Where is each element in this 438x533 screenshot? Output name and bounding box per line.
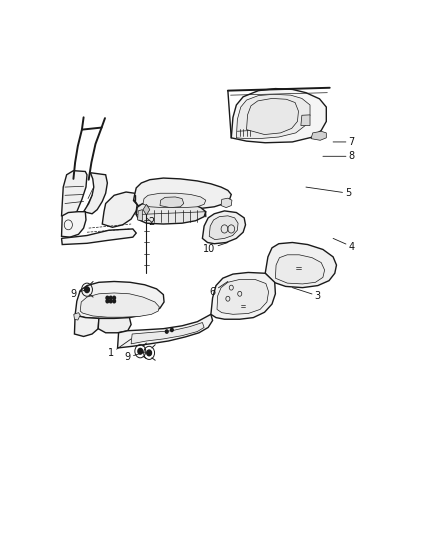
- Polygon shape: [75, 281, 164, 318]
- Polygon shape: [98, 318, 131, 333]
- Polygon shape: [202, 211, 246, 244]
- Polygon shape: [143, 193, 206, 207]
- Text: 3: 3: [293, 288, 321, 301]
- Polygon shape: [221, 198, 232, 207]
- Polygon shape: [80, 293, 159, 317]
- Polygon shape: [134, 178, 231, 209]
- Polygon shape: [217, 279, 268, 314]
- Polygon shape: [136, 200, 206, 224]
- Polygon shape: [237, 94, 310, 139]
- Polygon shape: [74, 315, 99, 336]
- Text: 9: 9: [125, 352, 145, 362]
- Polygon shape: [311, 131, 326, 140]
- Circle shape: [85, 287, 89, 293]
- Polygon shape: [211, 272, 276, 319]
- Polygon shape: [143, 204, 150, 215]
- Circle shape: [170, 328, 173, 332]
- Text: 6: 6: [209, 281, 228, 297]
- Circle shape: [138, 349, 143, 354]
- Circle shape: [166, 330, 168, 333]
- Text: 1: 1: [108, 339, 131, 358]
- Polygon shape: [160, 197, 184, 207]
- Polygon shape: [138, 209, 142, 221]
- Text: 9: 9: [71, 289, 88, 299]
- Polygon shape: [231, 88, 326, 143]
- Polygon shape: [61, 229, 136, 245]
- Polygon shape: [209, 216, 238, 240]
- Text: 7: 7: [333, 137, 355, 147]
- Polygon shape: [265, 243, 336, 288]
- Circle shape: [110, 300, 112, 303]
- Polygon shape: [117, 314, 212, 348]
- Circle shape: [113, 300, 116, 303]
- Polygon shape: [131, 322, 204, 344]
- Polygon shape: [102, 192, 138, 227]
- Circle shape: [106, 296, 109, 300]
- Circle shape: [147, 350, 152, 356]
- Circle shape: [106, 300, 109, 303]
- Text: 2: 2: [146, 217, 155, 227]
- Text: 10: 10: [203, 243, 228, 254]
- Circle shape: [110, 296, 112, 300]
- Polygon shape: [74, 313, 80, 320]
- Polygon shape: [61, 171, 87, 216]
- Polygon shape: [301, 115, 310, 126]
- Text: 5: 5: [306, 187, 352, 198]
- Text: 4: 4: [333, 238, 355, 252]
- Polygon shape: [84, 173, 107, 214]
- Text: 8: 8: [323, 151, 355, 161]
- Polygon shape: [276, 255, 325, 284]
- Circle shape: [113, 296, 116, 300]
- Polygon shape: [61, 212, 86, 237]
- Polygon shape: [247, 99, 298, 134]
